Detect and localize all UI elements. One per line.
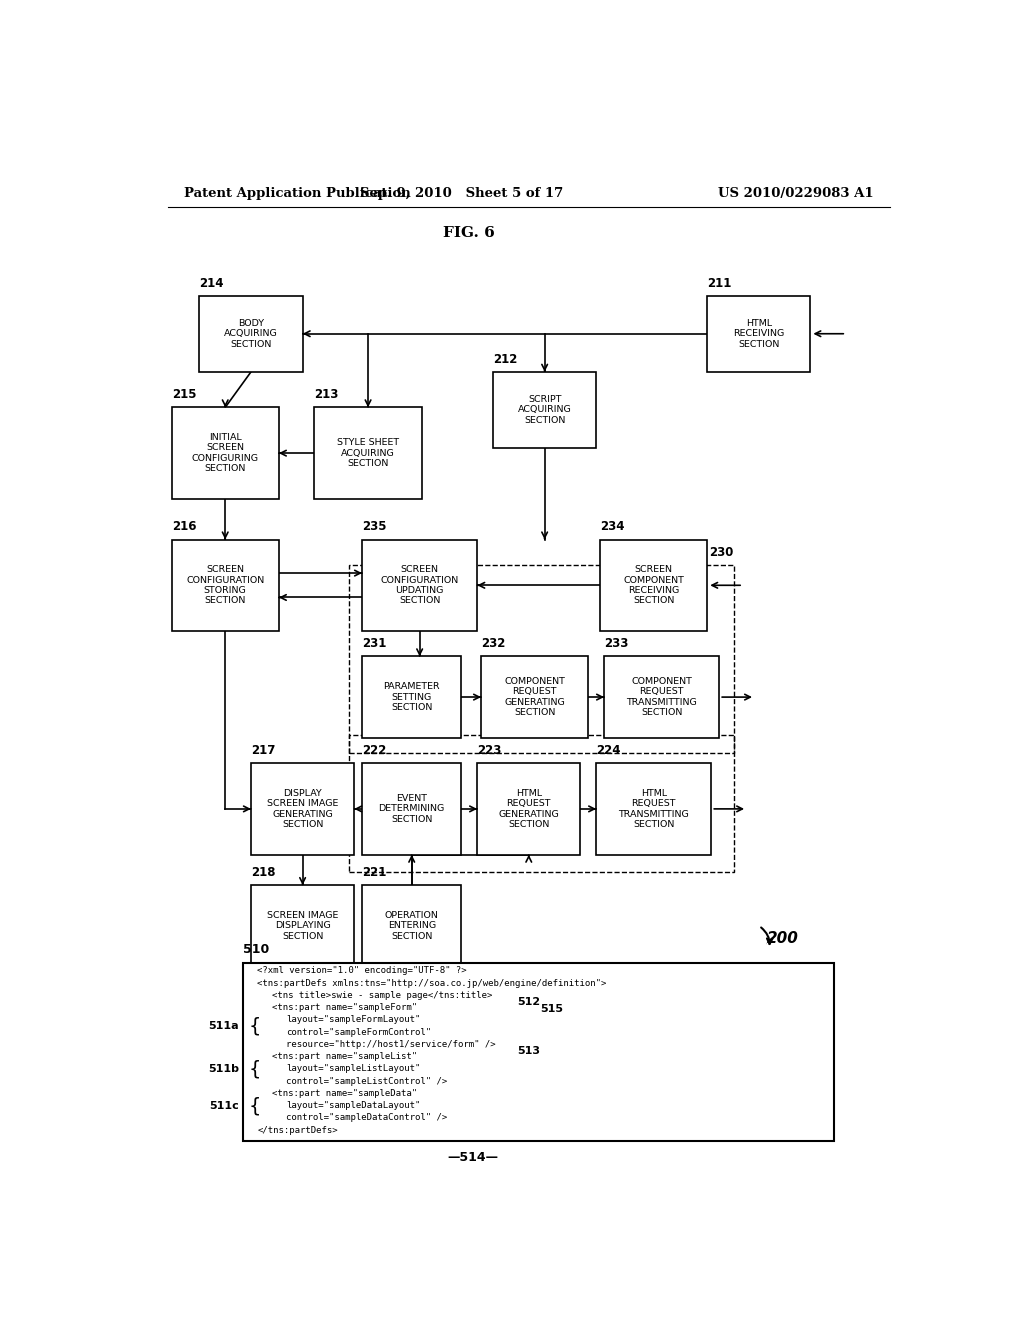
Text: STYLE SHEET
ACQUIRING
SECTION: STYLE SHEET ACQUIRING SECTION [337,438,399,469]
Text: 200: 200 [767,932,799,946]
FancyBboxPatch shape [314,408,422,499]
Text: SCREEN
CONFIGURATION
STORING
SECTION: SCREEN CONFIGURATION STORING SECTION [186,565,264,606]
FancyBboxPatch shape [600,540,708,631]
FancyBboxPatch shape [362,763,461,854]
Text: 232: 232 [481,638,506,651]
FancyBboxPatch shape [604,656,719,738]
Text: 217: 217 [251,744,275,758]
Text: 231: 231 [362,638,386,651]
FancyBboxPatch shape [251,763,354,854]
Text: <tns:part name="sampleList": <tns:part name="sampleList" [271,1052,417,1061]
Text: —514—: —514— [447,1151,499,1164]
Text: 511c: 511c [209,1101,239,1110]
Text: 216: 216 [172,520,197,533]
Text: Patent Application Publication: Patent Application Publication [183,187,411,201]
Text: <?xml version="1.0" encoding="UTF-8" ?>: <?xml version="1.0" encoding="UTF-8" ?> [257,966,467,975]
Text: <tns:part name="sampleData": <tns:part name="sampleData" [271,1089,417,1098]
FancyBboxPatch shape [362,540,477,631]
Text: US 2010/0229083 A1: US 2010/0229083 A1 [719,187,873,201]
Text: HTML
REQUEST
GENERATING
SECTION: HTML REQUEST GENERATING SECTION [499,789,559,829]
Text: 513: 513 [517,1045,540,1056]
FancyBboxPatch shape [481,656,588,738]
Text: SCRIPT
ACQUIRING
SECTION: SCRIPT ACQUIRING SECTION [518,395,571,425]
FancyBboxPatch shape [708,296,811,372]
Text: {: { [249,1016,261,1035]
FancyBboxPatch shape [596,763,712,854]
Text: 213: 213 [314,388,339,401]
Text: layout="sampleDataLayout": layout="sampleDataLayout" [286,1101,420,1110]
Text: DISPLAY
SCREEN IMAGE
GENERATING
SECTION: DISPLAY SCREEN IMAGE GENERATING SECTION [267,789,338,829]
FancyBboxPatch shape [251,886,354,966]
Text: 214: 214 [200,276,224,289]
Text: control="sampleDataControl" />: control="sampleDataControl" /> [286,1114,447,1122]
Text: 512: 512 [517,997,540,1007]
Text: COMPONENT
REQUEST
TRANSMITTING
SECTION: COMPONENT REQUEST TRANSMITTING SECTION [627,677,697,717]
Text: <tns:part name="sampleForm": <tns:part name="sampleForm" [271,1003,417,1012]
Text: FIG. 7: FIG. 7 [447,1001,499,1014]
Text: 224: 224 [596,744,621,758]
FancyBboxPatch shape [362,656,461,738]
FancyBboxPatch shape [172,540,279,631]
Text: OPERATION
ENTERING
SECTION: OPERATION ENTERING SECTION [385,911,438,941]
Text: PARAMETER
SETTING
SECTION: PARAMETER SETTING SECTION [383,682,440,711]
Text: SCREEN
CONFIGURATION
UPDATING
SECTION: SCREEN CONFIGURATION UPDATING SECTION [381,565,459,606]
Text: COMPONENT
REQUEST
GENERATING
SECTION: COMPONENT REQUEST GENERATING SECTION [504,677,565,717]
Text: HTML
REQUEST
TRANSMITTING
SECTION: HTML REQUEST TRANSMITTING SECTION [618,789,689,829]
Text: BODY
ACQUIRING
SECTION: BODY ACQUIRING SECTION [224,319,278,348]
Text: HTML
RECEIVING
SECTION: HTML RECEIVING SECTION [733,319,784,348]
Text: 221: 221 [362,866,386,879]
FancyBboxPatch shape [200,296,303,372]
Text: 515: 515 [541,1003,563,1014]
Text: resource="http://host1/service/form" />: resource="http://host1/service/form" /> [286,1040,496,1049]
Text: 235: 235 [362,520,387,533]
Text: layout="sampleFormLayout": layout="sampleFormLayout" [286,1015,420,1024]
Text: control="sampleFormControl": control="sampleFormControl" [286,1027,431,1036]
FancyBboxPatch shape [477,763,581,854]
Text: 222: 222 [362,744,386,758]
Text: 511a: 511a [209,1020,239,1031]
Text: 233: 233 [604,638,629,651]
Text: {: { [249,1096,261,1115]
Text: control="sampleListControl" />: control="sampleListControl" /> [286,1077,447,1085]
Text: 211: 211 [708,276,732,289]
Text: <tns:partDefs xmlns:tns="http://soa.co.jp/web/engine/definition">: <tns:partDefs xmlns:tns="http://soa.co.j… [257,978,607,987]
FancyBboxPatch shape [172,408,279,499]
Text: </tns:partDefs>: </tns:partDefs> [257,1126,338,1135]
Text: 212: 212 [494,352,517,366]
Text: 218: 218 [251,866,275,879]
Text: {: { [249,1060,261,1078]
Text: 511b: 511b [208,1064,239,1074]
Text: 223: 223 [477,744,502,758]
Text: SCREEN IMAGE
DISPLAYING
SECTION: SCREEN IMAGE DISPLAYING SECTION [267,911,338,941]
FancyBboxPatch shape [494,372,596,447]
Text: 510: 510 [243,944,269,956]
Text: INITIAL
SCREEN
CONFIGURING
SECTION: INITIAL SCREEN CONFIGURING SECTION [191,433,259,474]
Text: 215: 215 [172,388,197,401]
Text: layout="sampleListLayout": layout="sampleListLayout" [286,1064,420,1073]
Text: 234: 234 [600,520,625,533]
Text: SCREEN
COMPONENT
RECEIVING
SECTION: SCREEN COMPONENT RECEIVING SECTION [624,565,684,606]
Text: 230: 230 [710,546,733,558]
Text: Sep. 9, 2010   Sheet 5 of 17: Sep. 9, 2010 Sheet 5 of 17 [359,187,563,201]
Text: EVENT
DETERMINING
SECTION: EVENT DETERMINING SECTION [379,795,444,824]
Text: FIG. 6: FIG. 6 [443,226,496,240]
Text: <tns title>swie - sample page</tns:title>: <tns title>swie - sample page</tns:title… [271,991,492,999]
FancyBboxPatch shape [243,964,835,1142]
FancyBboxPatch shape [362,886,461,966]
